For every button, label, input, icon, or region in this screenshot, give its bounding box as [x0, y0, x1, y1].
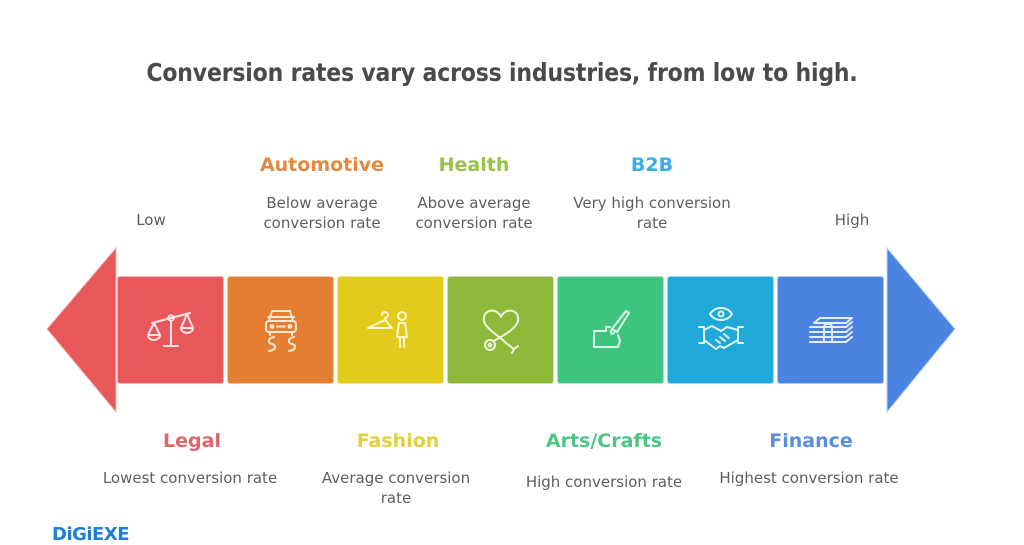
finance-box: [777, 276, 884, 384]
fashion-box: [337, 276, 444, 384]
automotive-box: [227, 276, 334, 384]
page-title: Conversion rates vary across industries,…: [146, 58, 858, 87]
finance-description-text: Highest conversion rate: [719, 469, 899, 487]
b2b-heading: B2B: [630, 154, 674, 176]
arts-crafts-box: [557, 276, 664, 384]
paintbrush-canvas-icon: [592, 310, 630, 348]
arts-crafts-description: High conversion rate: [504, 472, 704, 492]
digiexe-logo: DiGiEXE: [52, 524, 130, 545]
heart-stethoscope-icon: [482, 309, 519, 354]
automotive-description-text: Below average conversion rate: [263, 194, 381, 232]
legal-heading: Legal: [163, 430, 221, 452]
legal-box: [117, 276, 224, 384]
legal-description-text: Lowest conversion rate: [102, 469, 278, 487]
health-heading: Health: [438, 154, 510, 176]
arts-crafts-heading: Arts/Crafts: [545, 430, 663, 452]
health-description: Above average conversion rate: [384, 193, 564, 233]
legal-description: Lowest conversion rate: [100, 468, 280, 488]
b2b-description: Very high conversion rate: [556, 193, 748, 233]
scales-of-justice-icon: [146, 312, 194, 347]
finance-heading: Finance: [769, 430, 853, 452]
health-box: [447, 276, 554, 384]
money-stack-icon: [808, 317, 853, 343]
finance-description: Highest conversion rate: [719, 468, 899, 488]
left-arrowhead: [46, 246, 117, 414]
fashion-description-text: Average conversion rate: [321, 469, 471, 507]
high-label: High: [834, 211, 870, 229]
hanger-and-person-icon: [366, 311, 408, 348]
low-label: Low: [136, 211, 166, 229]
health-description-text: Above average conversion rate: [415, 194, 533, 232]
b2b-description-text: Very high conversion rate: [573, 194, 731, 232]
handshake-eye-icon: [697, 307, 744, 350]
automotive-heading: Automotive: [259, 154, 385, 176]
car-on-road-icon: [264, 310, 297, 352]
fashion-heading: Fashion: [356, 430, 440, 452]
fashion-description: Average conversion rate: [306, 468, 486, 508]
b2b-box: [667, 276, 774, 384]
automotive-description: Below average conversion rate: [232, 193, 412, 233]
arts-crafts-description-text: High conversion rate: [525, 473, 683, 491]
right-arrowhead: [886, 246, 956, 414]
